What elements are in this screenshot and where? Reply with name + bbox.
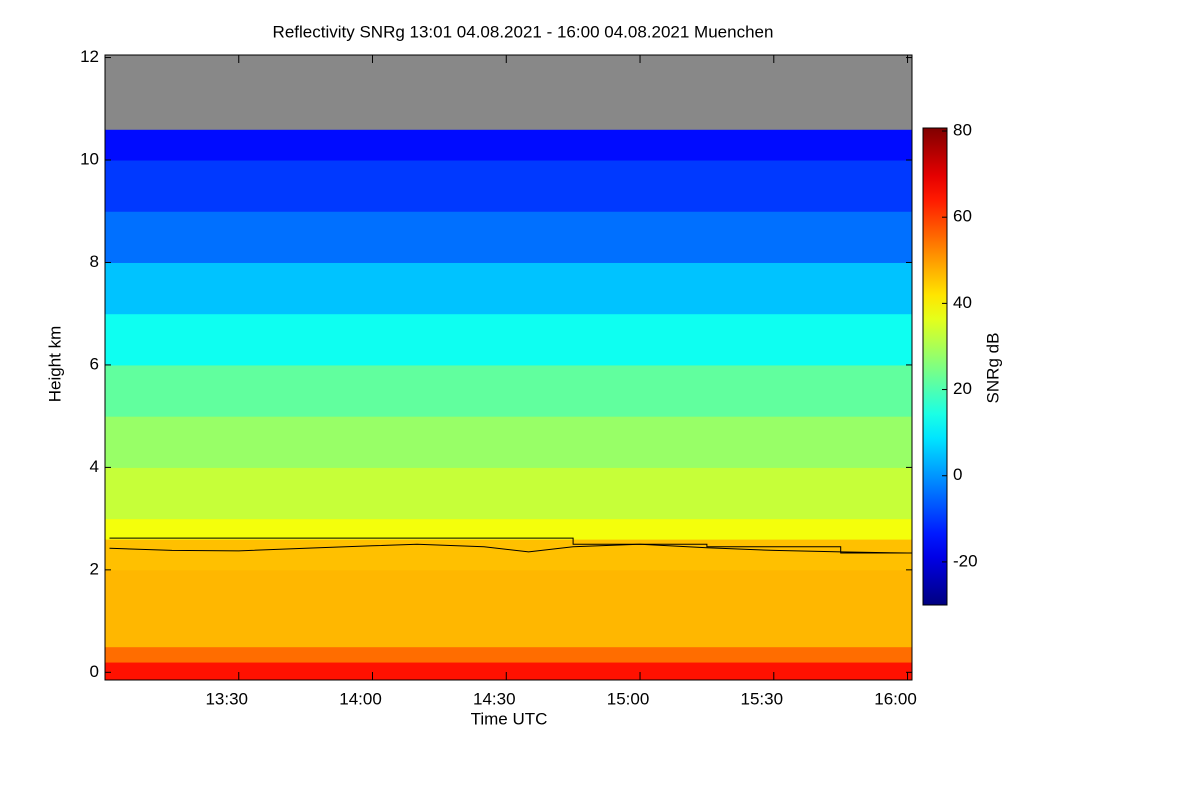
x-tick-label: 13:30 xyxy=(205,689,248,708)
heatmap-cell xyxy=(105,539,912,571)
heatmap-cell xyxy=(105,211,912,263)
y-axis-label: Height km xyxy=(45,326,64,403)
colorbar-tick-label: 40 xyxy=(953,293,972,312)
colorbar-tick-label: -20 xyxy=(953,551,978,570)
y-tick-label: 6 xyxy=(90,354,99,373)
x-tick-label: 15:30 xyxy=(741,689,784,708)
colorbar-tick-label: 20 xyxy=(953,379,972,398)
heatmap-cell xyxy=(105,467,912,520)
colorbar-tick-label: 80 xyxy=(953,121,972,140)
colorbar-label: SNRg dB xyxy=(983,333,1002,404)
y-tick-label: 0 xyxy=(90,662,99,681)
plot-frame xyxy=(104,54,913,681)
series-line xyxy=(109,543,908,554)
colorbar-tick-label: 0 xyxy=(953,465,962,484)
x-axis-label: Time UTC xyxy=(471,709,548,728)
heatmap-cell xyxy=(105,262,912,315)
heatmap-cell xyxy=(105,55,912,130)
y-tick-label: 4 xyxy=(90,457,99,476)
x-tick-label: 14:00 xyxy=(339,689,382,708)
y-tick-label: 10 xyxy=(80,150,99,169)
heatmap-cell xyxy=(105,160,912,212)
x-tick-label: 15:00 xyxy=(607,689,650,708)
chart-title: Reflectivity SNRg 13:01 04.08.2021 - 16:… xyxy=(273,22,774,41)
y-tick-label: 8 xyxy=(90,252,99,271)
heatmap-cell xyxy=(105,313,912,366)
heatmap-cell xyxy=(105,646,912,663)
heatmap-cell xyxy=(105,569,912,648)
x-tick-label: 14:30 xyxy=(473,689,516,708)
x-tick-label: 16:00 xyxy=(874,689,917,708)
heatmap-cell xyxy=(105,662,912,681)
heatmap-cell xyxy=(105,518,912,540)
y-tick-label: 12 xyxy=(80,47,99,66)
heatmap-cell xyxy=(105,416,912,468)
heatmap-cell xyxy=(105,129,912,161)
heatmap-cell xyxy=(105,364,912,417)
colorbar-tick-label: 60 xyxy=(953,207,972,226)
y-tick-label: 2 xyxy=(90,559,99,578)
colorbar xyxy=(922,127,948,606)
